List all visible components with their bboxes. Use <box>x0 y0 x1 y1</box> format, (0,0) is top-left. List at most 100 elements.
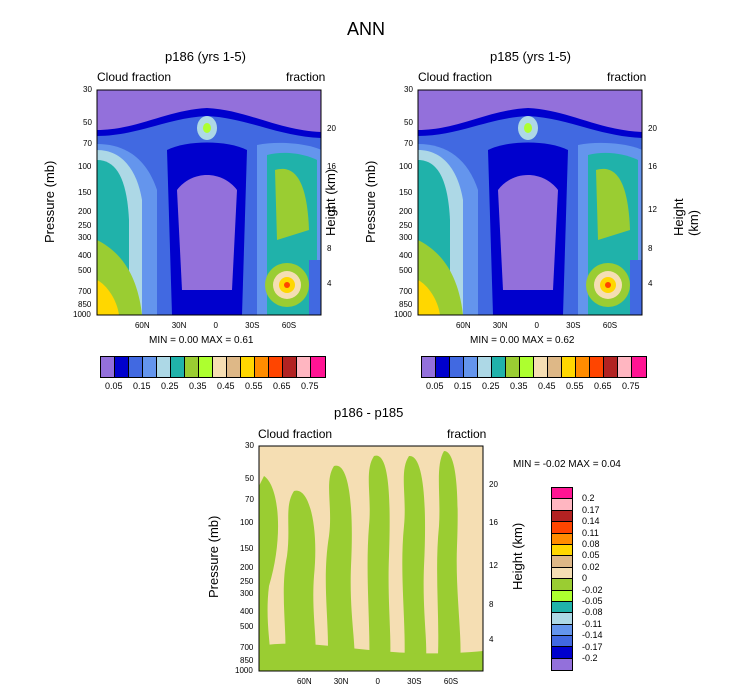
panel-2-lat-tick: 60N <box>455 321 471 330</box>
colorbar-swatch <box>297 357 311 377</box>
colorbar-label: -0.14 <box>582 630 603 641</box>
panel-3-pressure-tick: 100 <box>240 518 254 528</box>
panel-2-lat-tick: 60S <box>602 321 618 330</box>
colorbar-swatch <box>552 613 572 625</box>
colorbar-label: 0.05 <box>426 381 444 391</box>
colorbar-label: 0.05 <box>105 381 123 391</box>
colorbar-label: -0.2 <box>582 653 598 663</box>
panel-2-colorbar <box>421 356 647 378</box>
panel-2-pressure-tick: 250 <box>399 221 413 231</box>
panel-3-pressure-tick: 1000 <box>235 666 253 675</box>
colorbar-swatch <box>436 357 450 377</box>
colorbar-swatch <box>227 357 241 377</box>
colorbar-swatch <box>552 567 572 580</box>
colorbar-label: 0.11 <box>582 527 599 538</box>
panel-2-lat-tick: 0 <box>534 321 539 330</box>
panel-3-y2label: Height (km) <box>510 522 525 590</box>
panel-3-height-tick: 20 <box>489 479 498 489</box>
panel-2-pressure-tick: 1000 <box>394 310 412 319</box>
panel-3-ylabel: Pressure (mb) <box>206 515 221 598</box>
panel-3-diff-band-4 <box>367 455 391 671</box>
colorbar-swatch <box>590 357 604 377</box>
colorbar-swatch <box>548 357 562 377</box>
panel-1-pressure-tick: 700 <box>78 287 92 297</box>
colorbar-swatch <box>552 636 572 648</box>
panel-2-ylabel: Pressure (mb) <box>363 160 378 243</box>
colorbar-swatch <box>199 357 213 377</box>
colorbar-swatch <box>115 357 129 377</box>
colorbar-label: 0.17 <box>582 504 600 515</box>
panel-3-pressure-tick: 300 <box>240 588 254 598</box>
colorbar-swatch <box>213 357 227 377</box>
colorbar-swatch <box>552 624 572 637</box>
colorbar-swatch <box>552 544 572 557</box>
panel-1-pressure-tick: 30 <box>83 85 92 94</box>
colorbar-swatch <box>552 522 572 534</box>
colorbar-swatch <box>311 357 325 377</box>
panel-2-contour-nh-5 <box>418 280 440 315</box>
panel-2-height-tick: 8 <box>648 243 653 253</box>
panel-3-lat-tick: 0 <box>375 677 380 686</box>
panel-3-pressure-tick: 50 <box>245 473 254 483</box>
panel-1-pressure-tick: 70 <box>83 139 92 149</box>
panel-3-pressure-tick: 700 <box>240 643 254 653</box>
panel-2-pressure-tick: 70 <box>404 139 413 149</box>
panel-3-left-label: Cloud fraction <box>258 427 333 441</box>
colorbar-swatch <box>552 556 572 568</box>
panel-3-pressure-tick: 500 <box>240 621 254 631</box>
panel-1-plot <box>96 89 322 316</box>
panel-2-contour-sh-7 <box>605 282 611 288</box>
panel-2-lat-tick: 30N <box>492 321 508 330</box>
panel-1-lat-tick: 30N <box>171 321 187 330</box>
panel-3-lat-tick: 30S <box>407 677 422 686</box>
colorbar-swatch <box>478 357 492 377</box>
colorbar-swatch <box>464 357 478 377</box>
colorbar-label: 0.14 <box>582 516 600 527</box>
panel-2-contour-polar <box>630 260 642 315</box>
colorbar-swatch <box>534 357 548 377</box>
colorbar-label: -0.02 <box>582 584 603 595</box>
panel-2-minmax: MIN = 0.00 MAX = 0.62 <box>470 335 575 346</box>
colorbar-swatch <box>552 488 572 500</box>
panel-2-pressure-tick: 850 <box>399 299 413 309</box>
colorbar-swatch <box>255 357 269 377</box>
panel-1-pressure-tick: 250 <box>78 221 92 231</box>
panel-2-pressure-tick: 400 <box>399 251 413 261</box>
panel-1-contour-nh-5 <box>97 280 119 315</box>
colorbar-label: 0.55 <box>566 381 584 391</box>
panel-1-pressure-tick: 200 <box>78 206 92 216</box>
panel-1-height-tick: 12 <box>327 205 336 215</box>
panel-3-lat-tick: 30N <box>333 677 349 686</box>
panel-1-pressure-tick: 400 <box>78 251 92 261</box>
panel-1-pressure-tick: 1000 <box>73 310 91 319</box>
panel-2-pressure-tick: 30 <box>404 85 413 94</box>
panel-2-title: p185 (yrs 1-5) <box>490 49 571 64</box>
panel-3-height-tick: 16 <box>489 518 498 528</box>
panel-1-pressure-tick: 850 <box>78 299 92 309</box>
colorbar-swatch <box>552 647 572 659</box>
panel-1-left-label: Cloud fraction <box>97 70 172 84</box>
panel-1-minmax: MIN = 0.00 MAX = 0.61 <box>149 335 254 346</box>
panel-3-lat-tick: 60S <box>443 677 459 686</box>
colorbar-label: 0.45 <box>538 381 556 391</box>
colorbar-swatch <box>552 510 572 523</box>
colorbar-label: -0.05 <box>582 596 603 606</box>
panel-1-height-tick: 20 <box>327 123 336 133</box>
panel-1-contour-polar <box>309 260 321 315</box>
panel-1-height-tick: 16 <box>327 162 336 172</box>
panel-3-pressure-tick: 70 <box>245 495 254 505</box>
main-title: ANN <box>347 19 386 39</box>
colorbar-swatch <box>157 357 171 377</box>
colorbar-swatch <box>143 357 157 377</box>
panel-1-lat-tick: 60N <box>134 321 150 330</box>
panel-3-pressure-tick: 30 <box>245 441 254 450</box>
colorbar-swatch <box>552 590 572 602</box>
colorbar-label: 0.15 <box>454 381 472 391</box>
colorbar-label: 0.55 <box>245 381 263 391</box>
colorbar-swatch <box>241 357 255 377</box>
colorbar-label: 0.25 <box>482 381 500 391</box>
colorbar-label: 0.02 <box>582 561 600 572</box>
panel-3-diff-band-3 <box>325 465 355 671</box>
panel-3-diff-band-2 <box>283 490 316 671</box>
colorbar-label: 0.08 <box>582 539 600 549</box>
